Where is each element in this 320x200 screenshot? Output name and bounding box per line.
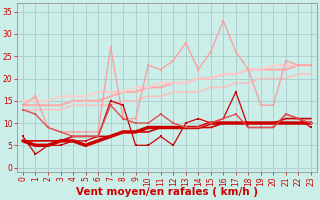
X-axis label: Vent moyen/en rafales ( km/h ): Vent moyen/en rafales ( km/h ) [76,187,258,197]
